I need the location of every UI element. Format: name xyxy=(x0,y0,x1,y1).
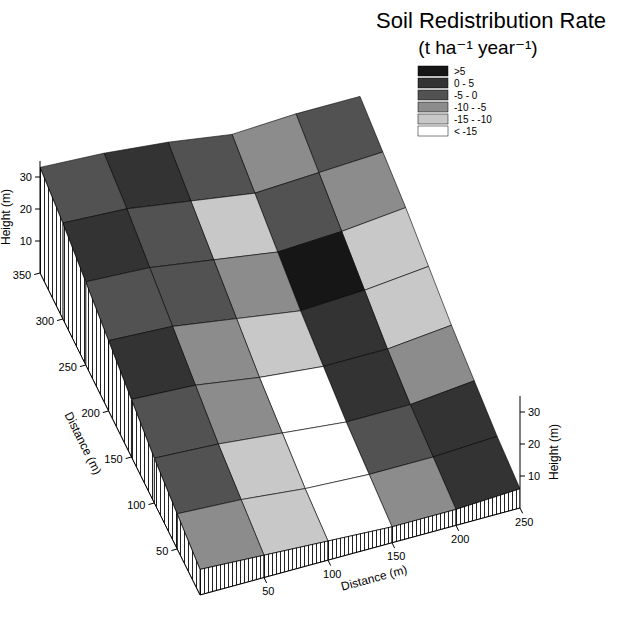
y-axis-line xyxy=(40,273,200,595)
x-tick-label: 150 xyxy=(387,550,405,562)
x-tick-label: 100 xyxy=(323,568,341,580)
chart: 50 100 150 200 250 Distance (m) 50 100 150 200 250… xyxy=(0,0,619,617)
legend-swatch xyxy=(418,66,448,76)
z-axis-left-tick xyxy=(35,241,40,242)
x-tick xyxy=(264,578,267,583)
legend-label: < -15 xyxy=(454,126,478,137)
z-axis-left-tick xyxy=(35,177,40,178)
y-tick-label: 250 xyxy=(59,361,77,373)
x-tick-label: 50 xyxy=(262,585,274,597)
legend: >50 - 5-5 - 0-10 - -5-15 - -10< -15 xyxy=(418,66,492,137)
z-axis-right-title: Height (m) xyxy=(547,424,561,480)
wall xyxy=(109,341,132,457)
x-tick xyxy=(392,543,395,548)
wall xyxy=(177,514,200,595)
title: Soil Redistribution Rate xyxy=(376,8,606,33)
z-axis-left-tick-label: 10 xyxy=(20,235,32,247)
legend-swatch xyxy=(418,102,448,112)
z-axis-right-tick xyxy=(520,476,525,477)
y-tick xyxy=(171,549,177,551)
y-tick-label: 100 xyxy=(127,499,145,511)
z-axis-right-line xyxy=(520,396,521,508)
y-tick xyxy=(80,365,86,367)
wall xyxy=(456,489,520,526)
y-tick xyxy=(34,273,40,275)
y-tick-label: 150 xyxy=(104,453,122,465)
z-axis-right-tick xyxy=(520,412,525,413)
wall xyxy=(86,282,109,411)
y-tick-label: 200 xyxy=(81,407,99,419)
x-axis-line xyxy=(200,508,520,595)
y-tick xyxy=(103,411,109,413)
legend-label: >5 xyxy=(454,66,466,77)
z-axis-right-tick xyxy=(520,444,525,445)
y-tick-label: 300 xyxy=(36,315,54,327)
x-tick-label: 250 xyxy=(515,516,533,528)
wall xyxy=(264,541,328,578)
z-axis-left-title: Height (m) xyxy=(0,189,13,245)
legend-label: -5 - 0 xyxy=(454,90,478,101)
x-tick xyxy=(520,508,523,513)
header: Soil Redistribution Rate (t ha⁻¹ year⁻¹) xyxy=(376,8,606,58)
z-axis-right-tick-label: 30 xyxy=(528,406,540,418)
y-tick-label: 350 xyxy=(13,269,31,281)
y-tick xyxy=(148,503,154,505)
legend-label: -15 - -10 xyxy=(454,114,492,125)
z-axis-left-tick-label: 30 xyxy=(20,171,32,183)
wall xyxy=(392,509,456,542)
wall xyxy=(200,555,264,595)
wall xyxy=(131,399,154,503)
x-tick xyxy=(456,525,459,530)
x-tick xyxy=(328,560,331,565)
y-tick-label: 50 xyxy=(156,545,168,557)
z-axis-right-tick-label: 10 xyxy=(528,470,540,482)
legend-swatch xyxy=(418,126,448,136)
z-axis-left-line xyxy=(40,161,41,273)
z-axis-left-tick xyxy=(35,209,40,210)
axes: 50 100 150 200 250 Distance (m) 50 100 150 200 250… xyxy=(0,161,561,597)
z-axis-right-tick-label: 20 xyxy=(528,438,540,450)
subtitle: (t ha⁻¹ year⁻¹) xyxy=(418,37,537,58)
z-axis-left-tick-label: 20 xyxy=(20,203,32,215)
legend-swatch xyxy=(418,90,448,100)
y-tick xyxy=(57,319,63,321)
x-tick-label: 200 xyxy=(451,533,469,545)
legend-label: 0 - 5 xyxy=(454,78,474,89)
surface xyxy=(40,96,520,595)
wall xyxy=(154,458,177,549)
wall xyxy=(63,223,86,365)
legend-swatch xyxy=(418,114,448,124)
wall xyxy=(328,527,392,560)
legend-label: -10 - -5 xyxy=(454,102,487,113)
y-axis-title: Distance (m) xyxy=(62,410,105,477)
y-tick xyxy=(126,457,132,459)
x-axis-title: Distance (m) xyxy=(339,562,408,593)
legend-swatch xyxy=(418,78,448,88)
